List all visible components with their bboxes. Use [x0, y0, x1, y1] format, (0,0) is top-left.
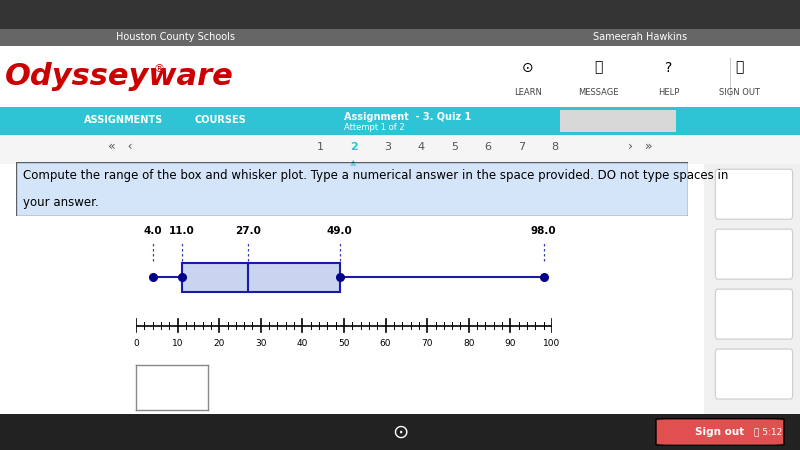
Text: 80: 80 [463, 339, 474, 348]
Text: 8: 8 [552, 142, 558, 152]
Text: 🔄: 🔄 [750, 247, 758, 261]
Text: 49.0: 49.0 [327, 226, 353, 236]
Text: 20: 20 [214, 339, 225, 348]
Bar [182, 263, 340, 292]
Text: 7: 7 [518, 142, 525, 152]
Text: 🖨: 🖨 [750, 187, 758, 201]
Text: 40: 40 [297, 339, 308, 348]
Text: 90: 90 [505, 339, 516, 348]
Text: 100: 100 [543, 339, 561, 348]
Text: 4.0: 4.0 [143, 226, 162, 236]
Text: 5: 5 [451, 142, 458, 152]
FancyBboxPatch shape [715, 169, 793, 219]
Text: Odysseyware: Odysseyware [6, 63, 234, 91]
Text: 70: 70 [422, 339, 433, 348]
Text: 10: 10 [172, 339, 183, 348]
Bar [676, 107, 800, 135]
Text: 27.0: 27.0 [235, 226, 262, 236]
Text: 💬: 💬 [594, 61, 602, 75]
Text: Houston County Schools: Houston County Schools [117, 32, 235, 42]
Text: ▲: ▲ [350, 158, 356, 167]
Text: 98.0: 98.0 [531, 226, 557, 236]
Text: 2: 2 [350, 142, 358, 152]
Text: ®: ® [154, 64, 165, 75]
Text: 1: 1 [317, 142, 323, 152]
Text: Compute the range of the box and whisker plot. Type a numerical answer in the sp: Compute the range of the box and whisker… [22, 169, 728, 182]
Text: COURSES: COURSES [194, 115, 246, 125]
Text: LEARN: LEARN [514, 88, 542, 97]
Text: SECTION 1 or 1: SECTION 1 or 1 [586, 115, 650, 124]
FancyBboxPatch shape [715, 289, 793, 339]
Text: SIGN OUT: SIGN OUT [718, 88, 760, 97]
Text: 4: 4 [418, 142, 424, 152]
FancyBboxPatch shape [715, 229, 793, 279]
Text: 30: 30 [255, 339, 266, 348]
Text: 🎤: 🎤 [750, 367, 758, 381]
Text: Assignment  - 3. Quiz 1: Assignment - 3. Quiz 1 [344, 112, 471, 122]
Text: ASSIGNMENTS: ASSIGNMENTS [84, 115, 164, 125]
Text: 📷: 📷 [750, 307, 758, 321]
Text: 3: 3 [384, 142, 390, 152]
Text: Sign out: Sign out [695, 427, 745, 437]
Text: 60: 60 [380, 339, 391, 348]
Text: HELP: HELP [658, 88, 679, 97]
FancyBboxPatch shape [656, 418, 784, 446]
Text: 6: 6 [485, 142, 491, 152]
Bar [560, 110, 676, 132]
FancyBboxPatch shape [16, 162, 688, 216]
Text: MESSAGE: MESSAGE [578, 88, 618, 97]
Text: Sameerah Hawkins: Sameerah Hawkins [593, 32, 687, 42]
Text: ⊙: ⊙ [392, 423, 408, 441]
Text: ⏻: ⏻ [735, 61, 743, 75]
Text: 0: 0 [133, 339, 139, 348]
Text: 11.0: 11.0 [169, 226, 194, 236]
FancyBboxPatch shape [715, 349, 793, 399]
Text: 50: 50 [338, 339, 350, 348]
Text: your answer.: your answer. [22, 196, 98, 209]
Text: QUESTION 2 or 8: QUESTION 2 or 8 [698, 115, 777, 124]
Text: 📶 5:12: 📶 5:12 [754, 428, 782, 436]
Text: Attempt 1 of 2: Attempt 1 of 2 [344, 123, 405, 132]
Text: ⊙: ⊙ [522, 61, 534, 75]
Text: ?: ? [665, 61, 673, 75]
Text: ›   »: › » [628, 140, 652, 153]
Text: «   ‹: « ‹ [108, 140, 132, 153]
